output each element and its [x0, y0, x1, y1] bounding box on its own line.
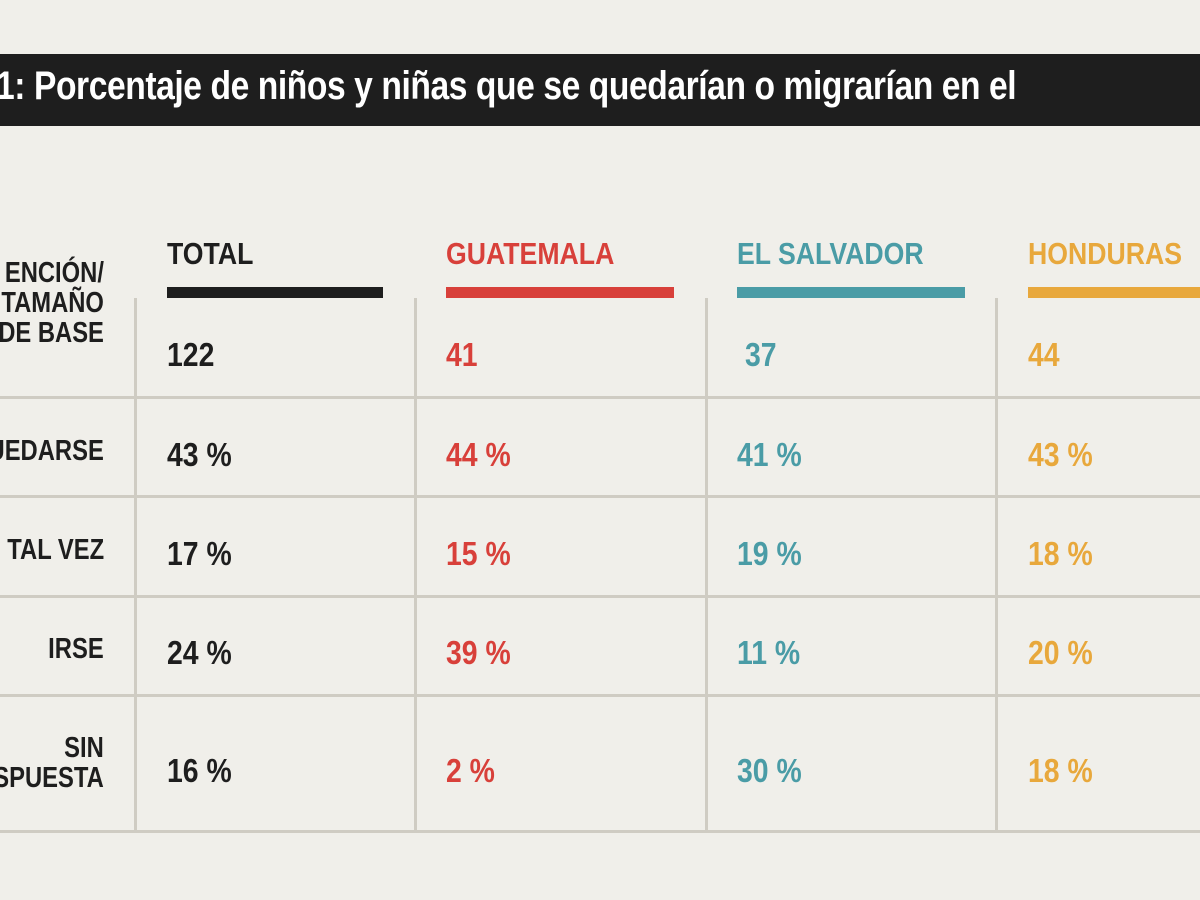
column-underline-el-salvador [737, 287, 965, 298]
table-cell: 17 % [167, 535, 232, 572]
column-header-el-salvador: EL SALVADOR [737, 236, 924, 271]
table-cell: 41 [446, 336, 478, 373]
chart-title: 1: Porcentaje de niños y niñas que se qu… [0, 64, 1017, 108]
table-cell: 18 % [1028, 752, 1093, 789]
row-label: UEDARSE [0, 436, 104, 466]
column-underline-honduras [1028, 287, 1200, 298]
row-divider [0, 495, 1200, 498]
row-label-line: DE BASE [0, 317, 104, 349]
row-divider [0, 830, 1200, 833]
row-label-line: TAMAÑO [1, 287, 104, 319]
table-cell: 39 % [446, 634, 511, 671]
row-divider [0, 595, 1200, 598]
column-header-guatemala: GUATEMALA [446, 236, 615, 271]
row-divider [0, 694, 1200, 697]
column-divider [414, 298, 417, 832]
column-divider [995, 298, 998, 832]
table-cell: 41 % [737, 436, 802, 473]
table-cell: 37 [745, 336, 777, 373]
column-divider [705, 298, 708, 832]
column-divider [134, 298, 137, 832]
table-cell: 11 % [737, 634, 801, 671]
row-label: ENCIÓN/TAMAÑO DE BASE [0, 258, 104, 348]
row-label-line: UEDARSE [0, 435, 104, 467]
table-cell: 19 % [737, 535, 802, 572]
row-label: SIN SPUESTA [0, 733, 104, 793]
row-label-line: SPUESTA [0, 762, 104, 794]
table-cell: 44 [1028, 336, 1060, 373]
title-bar: 1: Porcentaje de niños y niñas que se qu… [0, 54, 1200, 126]
table-cell: 43 % [167, 436, 232, 473]
table-cell: 122 [167, 336, 215, 373]
column-header-honduras: HONDURAS [1028, 236, 1183, 271]
table-cell: 20 % [1028, 634, 1093, 671]
row-label-line: TAL VEZ [7, 534, 104, 566]
column-underline-total [167, 287, 383, 298]
table-cell: 15 % [446, 535, 511, 572]
table-cell: 18 % [1028, 535, 1093, 572]
row-label: IRSE [48, 634, 104, 664]
row-label: TAL VEZ [7, 535, 104, 565]
column-header-total: TOTAL [167, 236, 254, 271]
table-cell: 24 % [167, 634, 232, 671]
row-label-line: ENCIÓN/ [4, 257, 105, 289]
table-cell: 2 % [446, 752, 495, 789]
row-label-line: SIN [64, 732, 104, 764]
column-underline-guatemala [446, 287, 674, 298]
table-cell: 44 % [446, 436, 511, 473]
table-cell: 16 % [167, 752, 232, 789]
table-cell: 30 % [737, 752, 802, 789]
table-cell: 43 % [1028, 436, 1093, 473]
row-label-line: IRSE [48, 633, 104, 665]
row-divider [0, 396, 1200, 399]
